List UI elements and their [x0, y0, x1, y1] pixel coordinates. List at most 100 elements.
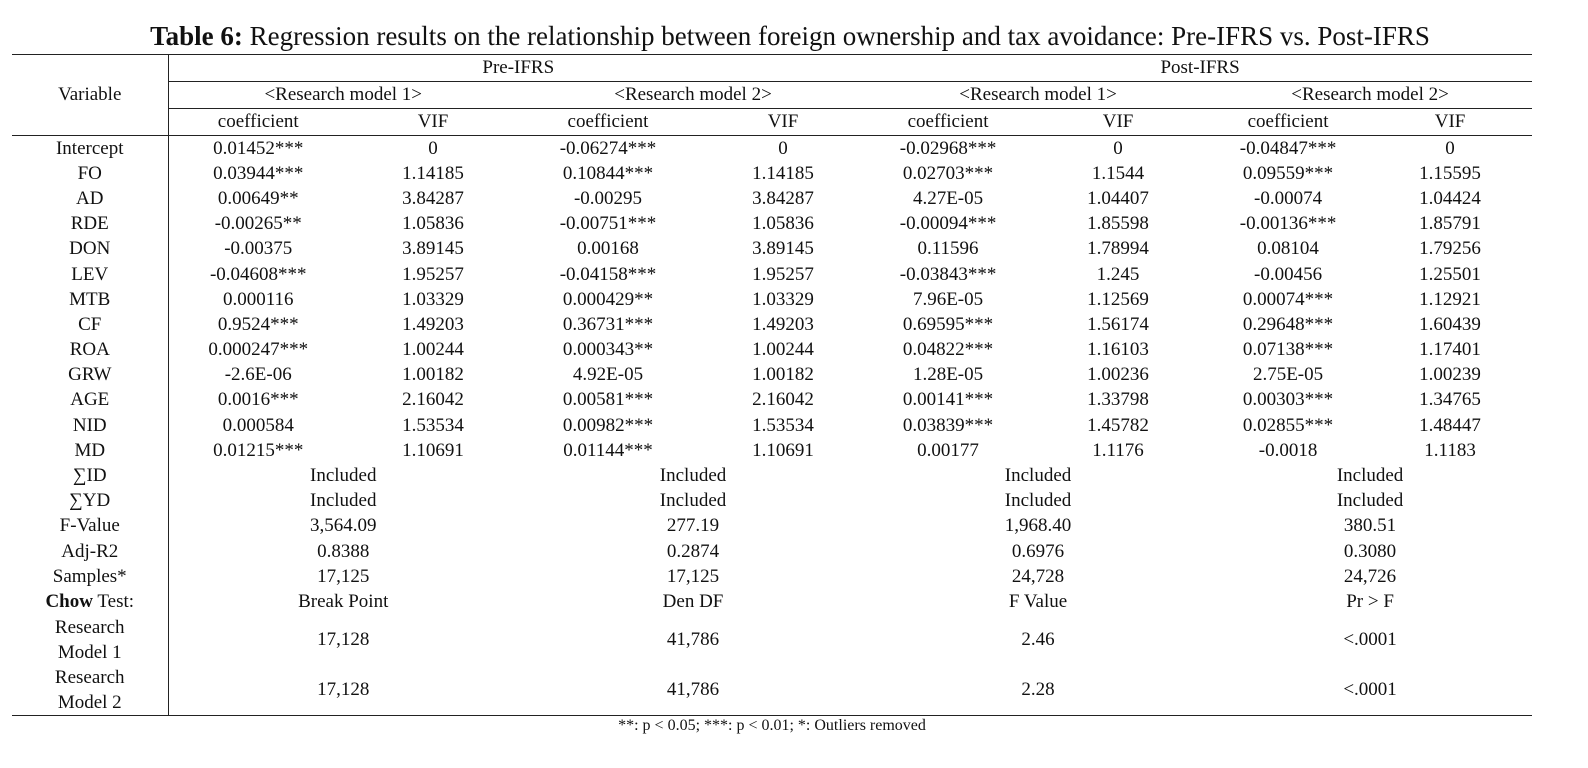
post-ifrs-header: Post-IFRS	[868, 54, 1533, 82]
variable-cell: RDE	[12, 211, 169, 237]
chow-row-label: Research Model 2	[12, 664, 169, 716]
header-row-period: Variable Pre-IFRS Post-IFRS	[12, 54, 1533, 136]
chow-cell: 17,128	[168, 664, 518, 716]
value-cell: 1.1544	[1091, 162, 1145, 184]
variable-cell: ∑ID	[12, 463, 169, 489]
table-row: ROA 0.000247*** 1.00244 0.000343** 1.00244…	[12, 337, 1532, 363]
value-cell: 0.00141***	[902, 389, 994, 411]
chow-row: Research Model 1 17,128 41,786 2.46 <.000…	[12, 614, 1532, 665]
chow-cell: 41,786	[518, 664, 869, 716]
value-cell: 0.000429**	[562, 288, 654, 310]
value-cell: -0.03843***	[899, 263, 997, 285]
coefficient-header: coefficient	[518, 108, 698, 136]
chow-test-row: Chow Test: Break Point Den DF F Value Pr…	[12, 589, 1532, 615]
summary-cell: 24,728	[1011, 565, 1065, 587]
variable-cell: ROA	[12, 337, 169, 363]
value-cell: 0.9524***	[217, 313, 299, 335]
value-cell: 0.000247***	[208, 339, 309, 361]
summary-row: Samples* 17,125 17,125 24,728 24,726	[12, 564, 1532, 590]
value-cell: -0.00136***	[1239, 213, 1337, 235]
value-cell: 1.03329	[752, 288, 814, 310]
value-cell: 1.04407	[1087, 187, 1149, 209]
value-cell: 1.05836	[752, 213, 814, 235]
value-cell: 1.245	[1096, 263, 1140, 285]
value-cell: -0.00094***	[899, 213, 997, 235]
table-title: Table 6: Regression results on the relat…	[0, 20, 1580, 52]
chow-row-label-line2: Model 2	[57, 691, 122, 713]
value-cell: 0.00168	[577, 238, 639, 260]
summary-row: Adj-R2 0.8388 0.2874 0.6976 0.3080	[12, 539, 1532, 565]
value-cell: 1.25501	[1419, 263, 1481, 285]
value-cell: 1.03329	[402, 288, 464, 310]
value-cell: 0.00074***	[1242, 288, 1334, 310]
value-cell: -0.04608***	[209, 263, 307, 285]
chow-test-label: Chow Test:	[12, 589, 169, 615]
summary-row: F-Value 3,564.09 277.19 1,968.40 380.51	[12, 513, 1532, 539]
value-cell: -0.00375	[224, 238, 293, 260]
value-cell: 1.79256	[1419, 238, 1481, 260]
variable-cell: Samples*	[12, 564, 169, 590]
value-cell: 0.01452***	[213, 137, 304, 159]
value-cell: 3.84287	[752, 187, 814, 209]
value-cell: 1.1176	[1092, 439, 1144, 461]
value-cell: 0.000343**	[562, 339, 654, 361]
value-cell: 1.15595	[1419, 162, 1481, 184]
table-row: LEV -0.04608*** 1.95257 -0.04158*** 1.9525…	[12, 261, 1532, 288]
value-cell: -0.00456	[1254, 263, 1323, 285]
value-cell: 0.02855***	[1242, 414, 1334, 436]
variable-cell: DON	[12, 236, 169, 262]
vif-header: VIF	[1368, 108, 1533, 136]
table-row: FO 0.03944*** 1.14185 0.10844*** 1.14185 0…	[12, 161, 1532, 187]
value-cell: 4.27E-05	[912, 187, 984, 209]
value-cell: 1.53534	[402, 414, 464, 436]
value-cell: 2.16042	[402, 389, 464, 411]
variable-cell: Intercept	[12, 135, 169, 162]
summary-cell: 1,968.40	[1004, 515, 1072, 537]
chow-row-label: Research Model 1	[12, 614, 169, 665]
value-cell: 0	[1113, 137, 1123, 159]
chow-cell: <.0001	[1343, 629, 1397, 651]
value-cell: 1.48447	[1419, 414, 1481, 436]
summary-cell: 17,125	[666, 565, 720, 587]
summary-cell: 0.3080	[1343, 540, 1397, 562]
model-header: <Research model 2>	[1208, 81, 1533, 109]
vif-header: VIF	[348, 108, 518, 136]
value-cell: 1.1183	[1424, 439, 1476, 461]
value-cell: 0.01215***	[213, 439, 304, 461]
chow-cell: 17,128	[317, 629, 370, 651]
table-row: MTB 0.000116 1.03329 0.000429** 1.03329 7.…	[12, 287, 1532, 313]
value-cell: 0.03944***	[213, 162, 304, 184]
value-cell: 1.78994	[1087, 238, 1149, 260]
variable-cell: F-Value	[12, 513, 169, 539]
value-cell: 0	[428, 137, 438, 159]
value-cell: 1.10691	[402, 439, 464, 461]
value-cell: 1.00182	[402, 364, 464, 386]
variable-cell: GRW	[12, 362, 169, 388]
value-cell: 1.00244	[752, 339, 814, 361]
value-cell: 0.29648***	[1242, 313, 1334, 335]
value-cell: 0.69595***	[902, 313, 994, 335]
summary-cell: 3,564.09	[310, 515, 377, 537]
value-cell: 1.49203	[752, 313, 814, 335]
table-row: RDE -0.00265** 1.05836 -0.00751*** 1.05836…	[12, 211, 1532, 237]
variable-cell: CF	[12, 312, 169, 338]
variable-cell: AGE	[12, 387, 169, 414]
value-cell: -0.00265**	[214, 213, 302, 235]
model-header: <Research model 1>	[868, 81, 1209, 109]
variable-cell: AD	[12, 186, 169, 212]
value-cell: -0.02968***	[899, 137, 997, 159]
chow-cell: 41,786	[666, 629, 720, 651]
table-row: Intercept 0.01452*** 0 -0.06274*** 0 -0.02…	[12, 135, 1532, 162]
table-row: GRW -2.6E-06 1.00182 4.92E-05 1.00182 1.28…	[12, 362, 1532, 388]
chow-cell: 2.46	[1021, 629, 1055, 651]
value-cell: 1.53534	[752, 414, 814, 436]
value-cell: 1.33798	[1087, 389, 1149, 411]
vif-header: VIF	[1028, 108, 1209, 136]
value-cell: 1.85598	[1087, 213, 1149, 235]
value-cell: 1.56174	[1087, 313, 1149, 335]
value-cell: 0.01144***	[563, 439, 653, 461]
value-cell: 2.16042	[752, 389, 814, 411]
value-cell: 1.04424	[1419, 187, 1481, 209]
summary-cell: Included	[1004, 490, 1072, 512]
value-cell: 1.12569	[1087, 288, 1149, 310]
